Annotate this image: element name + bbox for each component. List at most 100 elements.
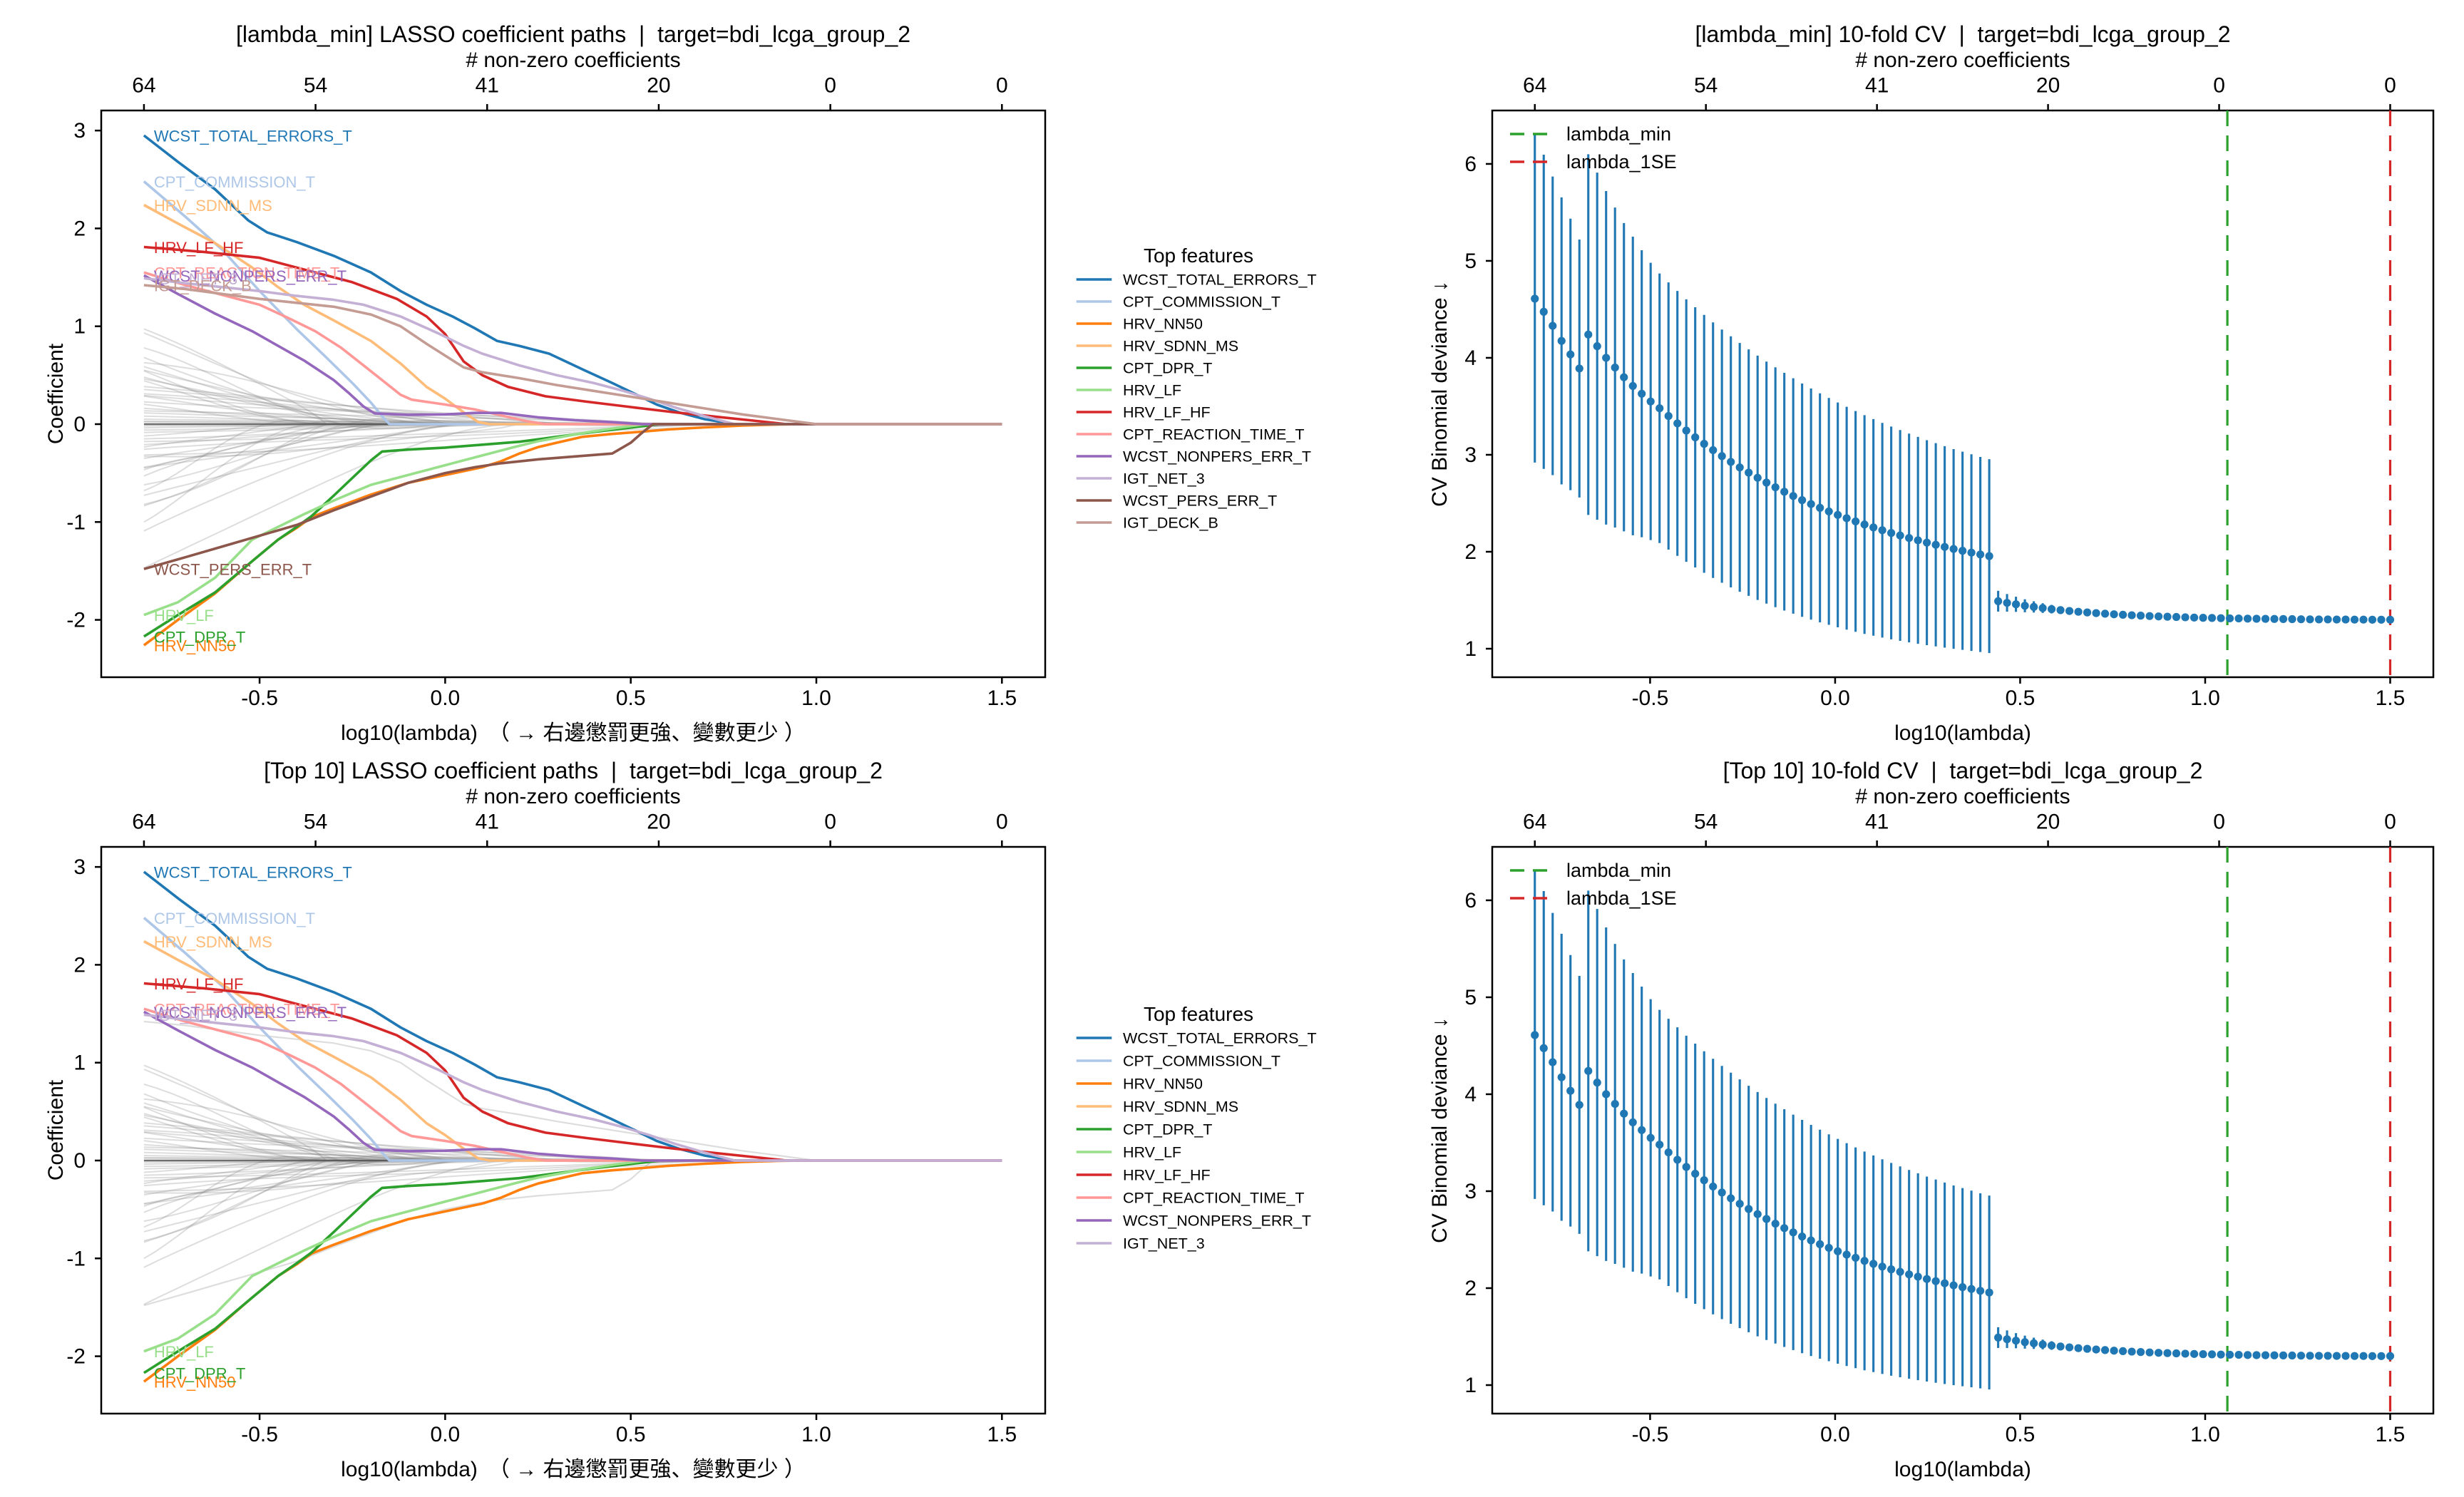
cv-point-cv-lambda-min-88 [2314,615,2324,624]
panel-title-lasso-top10: [Top 10] LASSO coefficient paths | targe… [264,758,883,783]
top-tick-label-lasso-top10-0: 64 [132,811,155,834]
gray-path-lasso-lambda-min-36 [143,407,1002,425]
legend-label-lasso-top10-CPT_DPR_T: CPT_DPR_T [1123,1121,1212,1138]
x-tick-label-lasso-top10-0: -0.5 [241,1423,278,1446]
y-tick-label-lasso-lambda-min-5: -2 [66,609,86,632]
cv-point-cv-top10-24 [1745,1205,1753,1213]
cv-point-cv-top10-26 [1762,1215,1771,1223]
cv-point-cv-lambda-min-92 [2350,615,2359,624]
plot-area-cv-lambda-min [1531,110,2395,677]
lasso-path-lasso-lambda-min-CPT_COMMISSION_T [143,180,1002,426]
cv-point-cv-top10-15 [1664,1148,1673,1157]
y-tick-label-lasso-top10-3: 0 [73,1149,86,1173]
path-label-lasso-top10-CPT_DPR_T: CPT_DPR_T [154,1364,245,1382]
cv-point-cv-lambda-min-74 [2190,613,2199,622]
cv-point-cv-lambda-min-17 [1682,426,1690,435]
gray-path-lasso-lambda-min-8 [143,361,1002,425]
gray-feature-path-lasso-top10-WCST_PERS_ERR_T [143,1159,1002,1307]
cv-point-cv-lambda-min-54 [2011,600,2021,609]
cv-point-cv-lambda-min-44 [1923,538,1931,547]
gray-path-lasso-lambda-min-37 [143,423,1002,496]
cv-point-cv-top10-47 [1949,1281,1958,1290]
plot-area-lasso-top10: WCST_TOTAL_ERRORS_T CPT_COMMISSION_T HRV_N… [143,864,1002,1391]
x-tick-label-cv-lambda-min-1: 0.0 [1820,686,1850,710]
x-tick-label-cv-top10-4: 1.5 [2376,1423,2406,1446]
cv-point-cv-top10-85 [2288,1351,2296,1360]
x-tick-label-lasso-lambda-min-0: -0.5 [241,686,278,710]
cv-point-cv-lambda-min-34 [1834,510,1842,519]
legend-label-cv-lambda-min-lambda_min: lambda_min [1566,123,1671,145]
cv-point-cv-top10-46 [1941,1279,1949,1287]
cv-point-cv-top10-62 [2083,1344,2092,1353]
cv-point-cv-lambda-min-63 [2092,609,2100,617]
cv-point-cv-lambda-min-13 [1646,397,1655,406]
gray-path-lasso-top10-31 [143,1160,1002,1213]
x-tick-label-lasso-lambda-min-3: 1.0 [801,686,831,710]
cv-point-cv-top10-55 [2021,1338,2029,1347]
cv-point-cv-top10-41 [1896,1267,1904,1276]
top-tick-label-cv-lambda-min-5: 0 [2384,74,2396,98]
cv-point-cv-lambda-min-9 [1611,363,1619,372]
cv-point-cv-lambda-min-61 [2074,607,2083,616]
cv-point-cv-lambda-min-41 [1896,531,1904,540]
lasso-path-lasso-lambda-min-CPT_REACTION_TIME_T [143,271,1002,426]
panel-title-cv-lambda-min: [lambda_min] 10-fold CV | target=bdi_lcg… [1695,21,2231,47]
cv-point-cv-lambda-min-11 [1628,381,1637,391]
cv-point-cv-top10-4 [1566,1086,1575,1095]
cv-point-cv-top10-34 [1834,1247,1842,1255]
gray-path-lasso-top10-47 [143,1160,1002,1305]
cv-point-cv-top10-52 [1994,1333,2003,1342]
gray-path-lasso-lambda-min-45 [143,423,1002,532]
cv-point-cv-lambda-min-28 [1780,488,1789,496]
gray-path-lasso-lambda-min-0 [143,328,1002,425]
cv-point-cv-lambda-min-7 [1593,342,1601,351]
cv-point-cv-top10-35 [1842,1250,1851,1259]
x-tick-label-lasso-lambda-min-1: 0.0 [431,686,461,710]
cv-point-cv-top10-40 [1887,1265,1896,1274]
gray-path-lasso-top10-26 [143,1129,1002,1163]
cv-point-cv-top10-20 [1709,1182,1718,1191]
cv-point-cv-lambda-min-59 [2056,606,2065,614]
path-label-lasso-lambda-min-WCST_TOTAL_ERRORS_T: WCST_TOTAL_ERRORS_T [154,128,352,145]
cv-point-cv-top10-87 [2306,1352,2314,1360]
x-tick-label-cv-top10-3: 1.0 [2190,1423,2220,1446]
gray-path-lasso-lambda-min-43 [143,420,1002,523]
legend-label-lasso-lambda-min-IGT_NET_3: IGT_NET_3 [1123,470,1205,488]
path-label-lasso-top10-WCST_TOTAL_ERRORS_T: WCST_TOTAL_ERRORS_T [154,864,352,882]
panel-title-lasso-lambda-min: [lambda_min] LASSO coefficient paths | t… [236,21,910,47]
cv-point-cv-lambda-min-26 [1762,478,1771,487]
legend-label-lasso-top10-HRV_SDNN_MS: HRV_SDNN_MS [1123,1099,1238,1116]
cv-point-cv-lambda-min-71 [2163,612,2172,621]
x-axis-label-cv-top10: log10(lambda) [1894,1458,2031,1481]
cv-point-cv-top10-7 [1593,1079,1601,1087]
legend-label-lasso-lambda-min-WCST_NONPERS_ERR_T: WCST_NONPERS_ERR_T [1123,448,1311,465]
panel-title-cv-top10: [Top 10] 10-fold CV | target=bdi_lcga_gr… [1723,758,2203,783]
cv-point-cv-lambda-min-36 [1852,517,1860,526]
panel-cv-lambda-min: [lambda_min] 10-fold CV | target=bdi_lcg… [1428,21,2435,745]
cv-point-cv-top10-59 [2056,1342,2065,1351]
cv-point-cv-lambda-min-53 [2003,599,2011,607]
gray-path-lasso-top10-6 [143,1093,1002,1161]
y-tick-label-lasso-lambda-min-2: 1 [73,315,86,339]
cv-point-cv-lambda-min-20 [1709,446,1718,455]
cv-point-cv-lambda-min-69 [2145,612,2154,620]
y-tick-label-cv-top10-0: 1 [1464,1374,1477,1397]
top-tick-label-cv-lambda-min-4: 0 [2213,74,2225,98]
top-tick-label-cv-top10-3: 20 [2036,811,2060,834]
x-tick-label-cv-lambda-min-3: 1.0 [2190,686,2220,710]
cv-point-cv-lambda-min-50 [1976,550,1985,559]
cv-point-cv-lambda-min-93 [2359,615,2368,624]
legend-label-lasso-top10-IGT_NET_3: IGT_NET_3 [1123,1235,1205,1252]
cv-point-cv-top10-54 [2011,1337,2021,1345]
top-tick-label-cv-lambda-min-1: 54 [1694,74,1718,98]
y-tick-label-lasso-lambda-min-4: -1 [66,510,86,534]
gray-path-lasso-lambda-min-4 [143,346,1002,429]
y-tick-label-lasso-top10-0: 3 [73,855,86,879]
cv-point-cv-top10-86 [2296,1352,2306,1360]
legend-label-lasso-lambda-min-HRV_NN50: HRV_NN50 [1123,316,1203,333]
cv-point-cv-top10-93 [2359,1352,2368,1360]
lasso-path-lasso-top10-CPT_REACTION_TIME_T [143,1007,1002,1162]
legend-label-lasso-lambda-min-IGT_DECK_B: IGT_DECK_B [1123,515,1218,532]
y-tick-label-lasso-lambda-min-3: 0 [73,413,86,436]
path-label-lasso-lambda-min-HRV_LF_HF: HRV_LF_HF [154,239,244,257]
